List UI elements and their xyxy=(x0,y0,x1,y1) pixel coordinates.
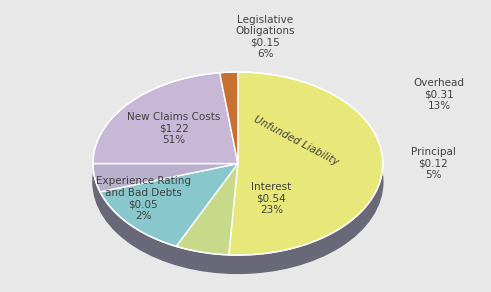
Polygon shape xyxy=(229,164,238,273)
Polygon shape xyxy=(176,164,238,265)
Polygon shape xyxy=(100,164,238,246)
Text: Legislative
Obligations
$0.15
6%: Legislative Obligations $0.15 6% xyxy=(236,15,295,59)
Text: Overhead
$0.31
13%: Overhead $0.31 13% xyxy=(414,78,465,112)
Polygon shape xyxy=(176,246,229,273)
Polygon shape xyxy=(229,165,383,273)
Polygon shape xyxy=(93,73,238,164)
Text: Experience Rating
and Bad Debts
$0.05
2%: Experience Rating and Bad Debts $0.05 2% xyxy=(96,176,191,221)
Polygon shape xyxy=(176,164,238,255)
Polygon shape xyxy=(100,192,176,265)
Ellipse shape xyxy=(93,90,383,273)
Polygon shape xyxy=(93,164,238,192)
Polygon shape xyxy=(219,72,238,164)
Polygon shape xyxy=(93,164,238,182)
Polygon shape xyxy=(100,164,238,210)
Text: New Claims Costs
$1.22
51%: New Claims Costs $1.22 51% xyxy=(127,112,220,145)
Polygon shape xyxy=(229,72,383,255)
Text: Interest
$0.54
23%: Interest $0.54 23% xyxy=(251,182,292,215)
Polygon shape xyxy=(100,164,238,210)
Polygon shape xyxy=(176,164,238,265)
Polygon shape xyxy=(93,164,100,210)
Polygon shape xyxy=(93,164,238,182)
Polygon shape xyxy=(229,164,238,273)
Text: Principal
$0.12
5%: Principal $0.12 5% xyxy=(411,147,456,180)
Text: Unfunded Liability: Unfunded Liability xyxy=(252,114,340,167)
